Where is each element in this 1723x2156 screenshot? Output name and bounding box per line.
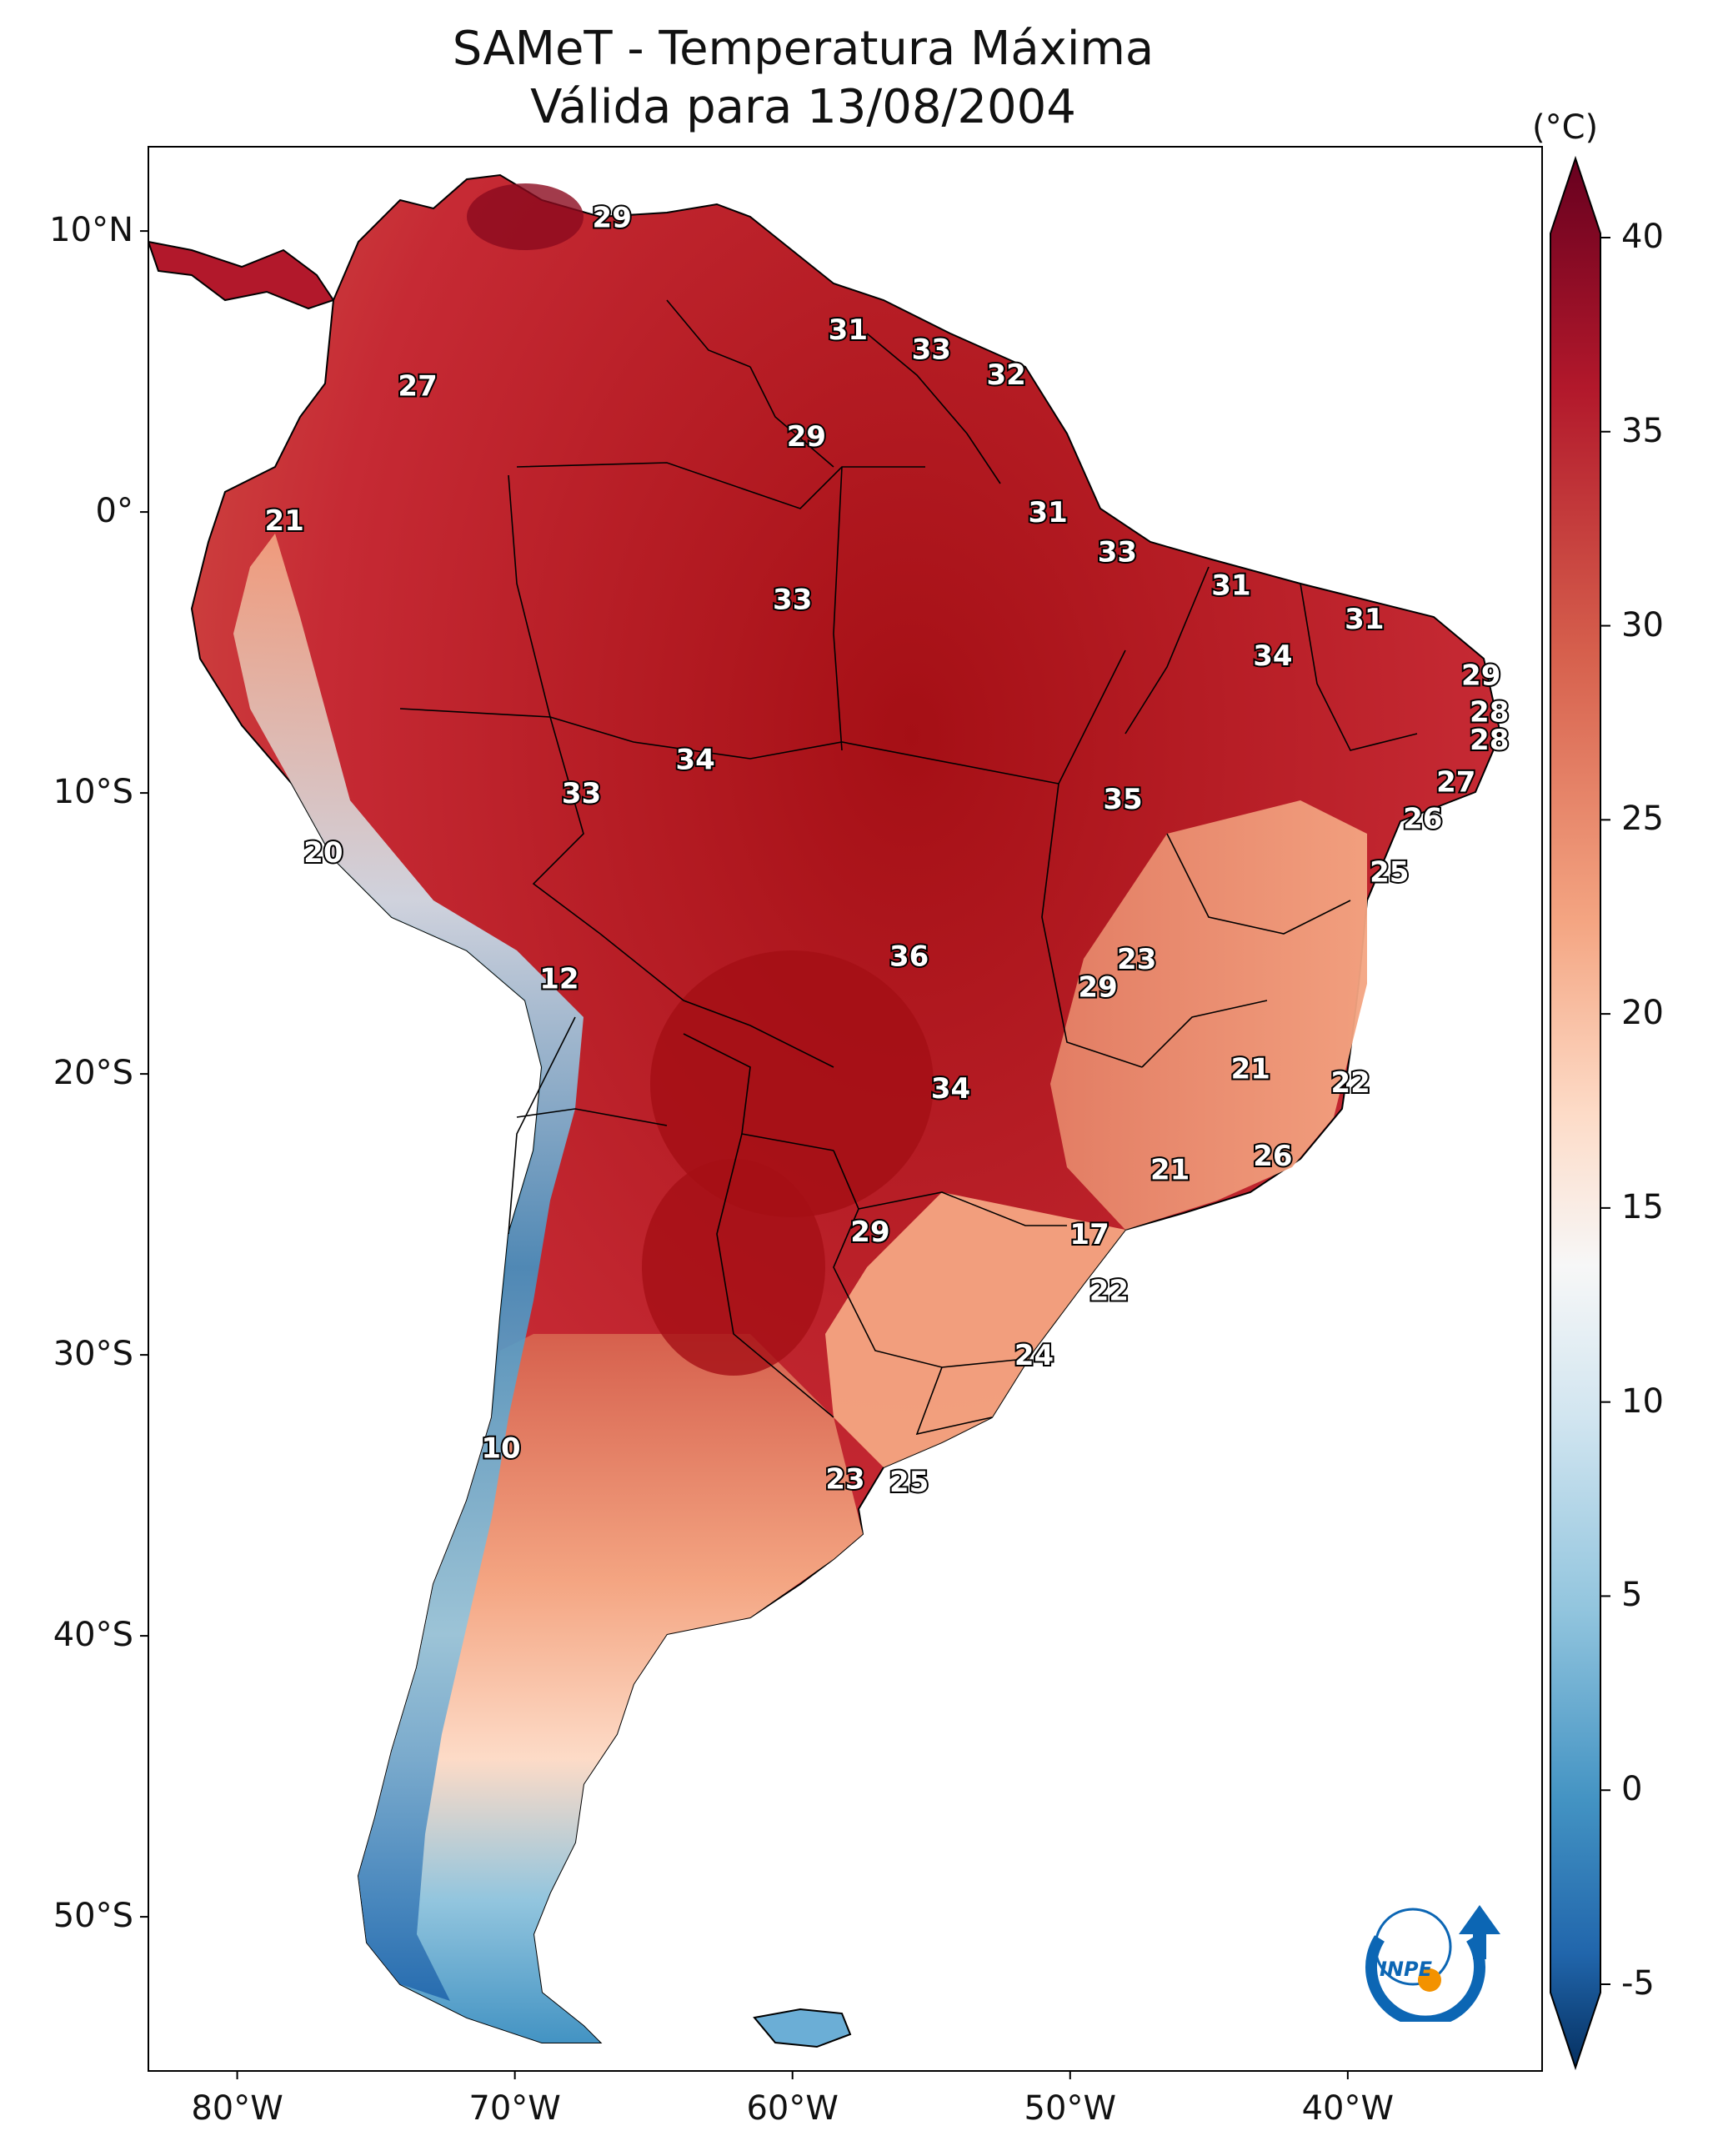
x-tick-label: 70°W xyxy=(468,2089,561,2128)
logo-text: INPE xyxy=(1380,1958,1433,1981)
contour-value-label: 26 xyxy=(1403,802,1442,835)
contour-value-label: 23 xyxy=(1117,943,1156,976)
y-tick-label: 20°S xyxy=(53,1054,133,1093)
contour-value-label: 33 xyxy=(773,584,812,617)
colorbar-tick-label: 15 xyxy=(1621,1187,1664,1226)
contour-value-label: 23 xyxy=(825,1462,864,1496)
contour-value-label: 28 xyxy=(1470,695,1509,729)
logo-orbit xyxy=(1374,1908,1452,1986)
contour-value-label: 32 xyxy=(987,358,1026,392)
contour-value-label: 22 xyxy=(1331,1066,1370,1100)
contour-value-label: 33 xyxy=(1098,535,1137,569)
contour-value-label: 34 xyxy=(931,1072,970,1106)
contour-value-label: 26 xyxy=(1253,1140,1292,1173)
contour-value-label: 24 xyxy=(1014,1339,1054,1372)
hot-core-chaco xyxy=(642,1159,825,1376)
x-tick-label: 60°W xyxy=(746,2089,839,2128)
map-subtitle: Válida para 13/08/2004 xyxy=(530,80,1076,134)
contour-value-label: 25 xyxy=(1370,855,1409,889)
contour-value-label: 27 xyxy=(398,369,437,403)
colorbar-body xyxy=(1550,155,1601,2071)
contour-value-label: 31 xyxy=(1028,496,1067,529)
contour-value-label: 28 xyxy=(1470,724,1509,757)
x-tick-label: 80°W xyxy=(191,2089,283,2128)
land-group xyxy=(148,173,1502,2048)
contour-value-label: 35 xyxy=(1103,783,1142,816)
contour-value-label: 21 xyxy=(265,504,304,538)
map-title: SAMeT - Temperatura Máxima xyxy=(452,22,1155,76)
colorbar xyxy=(1550,155,1610,2071)
colorbar-tick-label: -5 xyxy=(1621,1964,1655,2003)
contour-value-label: 29 xyxy=(1078,971,1117,1005)
contour-value-label: 22 xyxy=(1089,1275,1129,1308)
hot-core-venezuela xyxy=(467,183,584,250)
east-brazil-zone xyxy=(1050,800,1367,1230)
contour-value-label: 29 xyxy=(850,1216,889,1249)
x-tick-label: 40°W xyxy=(1301,2089,1395,2128)
contour-value-label: 10 xyxy=(481,1431,520,1465)
colorbar-tick-label: 35 xyxy=(1621,411,1664,450)
contour-value-label: 33 xyxy=(562,777,601,810)
contour-value-label: 29 xyxy=(593,201,632,234)
logo-ring xyxy=(1365,1935,1485,2022)
contour-value-label: 20 xyxy=(303,836,343,870)
y-tick-label: 10°S xyxy=(53,773,133,812)
colorbar-tick-label: 20 xyxy=(1621,994,1664,1033)
contour-value-label: 34 xyxy=(675,744,714,777)
contour-value-label: 31 xyxy=(1345,603,1384,636)
falkland-islands xyxy=(753,2008,852,2048)
y-tick-label: 0° xyxy=(95,492,133,531)
contour-value-label: 25 xyxy=(889,1466,929,1499)
contour-value-label: 27 xyxy=(1436,766,1475,800)
logo-arrow xyxy=(1459,1905,1500,1959)
colorbar-tick-label: 5 xyxy=(1621,1576,1643,1615)
contour-value-label: 17 xyxy=(1069,1218,1109,1251)
contour-value-label: 31 xyxy=(1211,569,1250,603)
y-tick-label: 30°S xyxy=(53,1335,133,1374)
colorbar-tick-label: 10 xyxy=(1621,1381,1664,1421)
colorbar-tick-label: 25 xyxy=(1621,800,1664,839)
x-tick-label: 50°W xyxy=(1024,2089,1116,2128)
inpe-logo: INPE xyxy=(1365,1905,1500,2022)
south-brazil-zone xyxy=(825,1192,1125,1467)
y-tick-label: 50°S xyxy=(53,1897,133,1936)
colorbar-unit-label: (°C) xyxy=(1532,108,1599,147)
contour-value-label: 33 xyxy=(912,333,951,367)
y-tick-label: 40°S xyxy=(53,1616,133,1655)
borders xyxy=(399,299,1418,1436)
contour-value-label: 34 xyxy=(1253,639,1292,673)
contour-value-label: 31 xyxy=(829,313,868,347)
central-america xyxy=(148,240,335,310)
axis-ticks xyxy=(140,230,1349,2079)
contour-value-label: 36 xyxy=(889,940,929,974)
contour-value-label: 29 xyxy=(1461,659,1500,693)
contour-value-label: 21 xyxy=(1150,1154,1190,1187)
colorbar-tick-label: 30 xyxy=(1621,605,1664,644)
hot-core-mato-grosso xyxy=(650,950,934,1217)
contour-value-label: 21 xyxy=(1231,1052,1270,1086)
andes-band xyxy=(233,534,584,2001)
contour-value-label: 29 xyxy=(787,420,826,454)
y-tick-label: 10°N xyxy=(49,211,133,250)
logo-dot xyxy=(1418,1968,1441,1992)
colorbar-tick-label: 40 xyxy=(1621,218,1664,256)
colorbar-tick-label: 0 xyxy=(1621,1770,1643,1809)
contour-value-label: 12 xyxy=(539,963,579,996)
